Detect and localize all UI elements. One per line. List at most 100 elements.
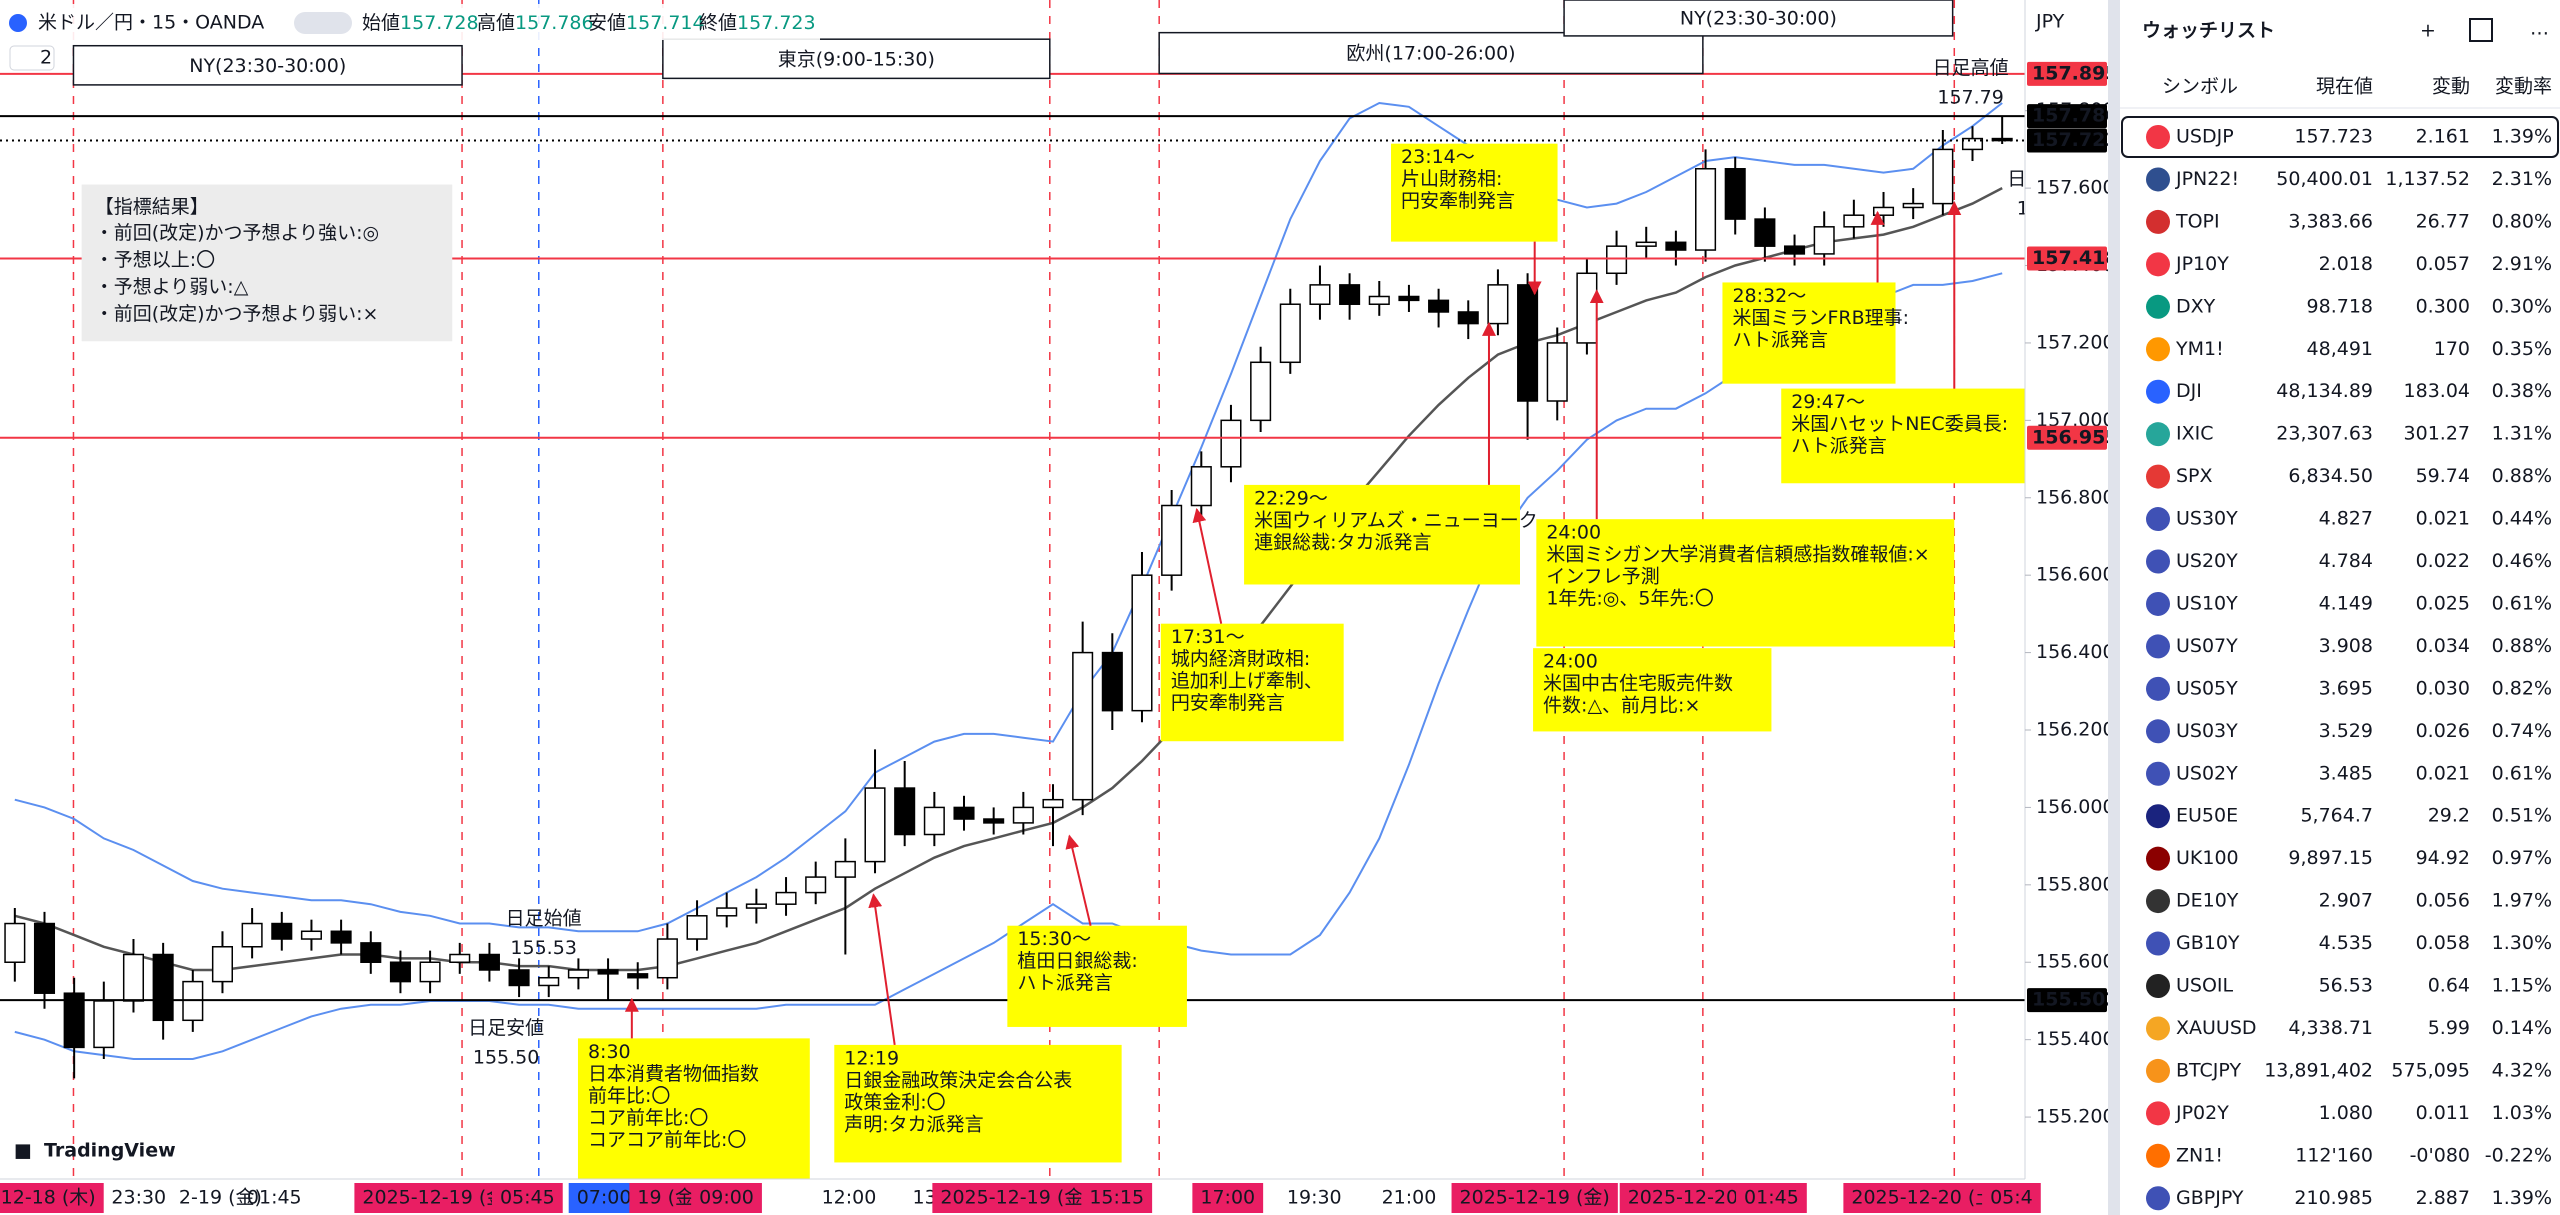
symbol-icon — [2146, 422, 2170, 447]
watchlist-cell: 0.058 — [2416, 932, 2470, 954]
column-header[interactable]: 変動率 — [2495, 76, 2552, 98]
time-label: 2025-12-20 (土) — [1851, 1187, 2001, 1209]
column-header[interactable]: 現在値 — [2316, 76, 2373, 98]
symbol-icon — [2146, 549, 2170, 574]
watchlist-cell[interactable]: ZN1! — [2176, 1144, 2223, 1166]
watchlist-cell[interactable]: UK100 — [2176, 847, 2239, 869]
symbol-flag — [9, 14, 27, 32]
symbol-icon — [2146, 1143, 2170, 1168]
candle-body — [1012, 806, 1034, 824]
more-icon[interactable]: … — [2530, 18, 2549, 40]
watchlist-cell: 4.827 — [2319, 508, 2373, 530]
watchlist-cell[interactable]: US03Y — [2176, 720, 2238, 742]
watchlist-cell: 94.92 — [2416, 847, 2470, 869]
annotation-box — [1536, 519, 1955, 647]
session-label: NY(23:30-30:00) — [1680, 7, 1837, 29]
annotation-text: 29:47～ — [1791, 391, 1865, 413]
candle-body — [1220, 419, 1242, 468]
watchlist-cell[interactable]: USDJP — [2176, 126, 2234, 148]
watchlist-cell[interactable]: US07Y — [2176, 635, 2238, 657]
watchlist-cell[interactable]: DXY — [2176, 295, 2216, 317]
time-label: 2025-12-19 (金) — [940, 1187, 1090, 1209]
candle-body — [1635, 241, 1657, 247]
watchlist-cell: 0.46% — [2492, 550, 2552, 572]
symbol-icon — [2146, 846, 2170, 871]
daily-mark-value: 155.50 — [473, 1046, 539, 1068]
watchlist-cell: 2.887 — [2416, 1187, 2470, 1209]
annotation-text: 24:00 — [1543, 651, 1598, 673]
annotation-text: 15:30～ — [1017, 928, 1091, 950]
watchlist-cell[interactable]: DJI — [2176, 380, 2202, 402]
watchlist-cell[interactable]: GB10Y — [2176, 932, 2240, 954]
watchlist-cell[interactable]: TOPI — [2175, 210, 2220, 232]
watchlist-cell: 50,400.01 — [2276, 168, 2373, 190]
time-label: 09:00 — [699, 1187, 754, 1209]
time-label-highlight — [691, 1183, 762, 1213]
watchlist-cell[interactable]: USOIL — [2176, 975, 2234, 997]
watchlist-cell: -0'080 — [2410, 1144, 2470, 1166]
watchlist-cell[interactable]: GBPJPY — [2176, 1187, 2244, 1209]
watchlist-cell[interactable]: BTCJPY — [2176, 1059, 2241, 1081]
column-header[interactable]: 変動 — [2432, 76, 2470, 98]
watchlist-cell[interactable]: JPN22! — [2175, 168, 2239, 190]
column-header[interactable]: シンボル — [2162, 76, 2238, 98]
legend-line: ・予想以上:〇 — [95, 249, 215, 271]
annotation-box — [1160, 623, 1344, 742]
watchlist-cell[interactable]: EU50E — [2176, 805, 2238, 827]
watchlist-cell: 0.80% — [2492, 210, 2552, 232]
watchlist-cell: 183.04 — [2404, 380, 2470, 402]
watchlist-cell[interactable]: US05Y — [2176, 677, 2238, 699]
watchlist-cell[interactable]: JP10Y — [2175, 253, 2229, 275]
row-selected — [2121, 116, 2559, 158]
watchlist-cell[interactable]: XAUUSD — [2176, 1017, 2257, 1039]
watchlist-cell[interactable]: SPX — [2176, 465, 2213, 487]
panel-divider — [2108, 0, 2120, 1215]
annotation-text: ハト派発言 — [1017, 972, 1113, 994]
interval-button[interactable] — [9, 45, 55, 71]
watchlist-cell: 0.026 — [2416, 720, 2470, 742]
time-label-highlight — [1081, 1183, 1153, 1213]
watchlist-cell[interactable]: JP02Y — [2175, 1102, 2229, 1124]
header-bg — [0, 4, 820, 40]
watchlist-cell: 0.97% — [2492, 847, 2552, 869]
price-label-bg — [2027, 61, 2107, 86]
overlay: NY(23:30-30:00) 東京(9:00-15:30) 欧州(17:00-26… — [0, 0, 2084, 1192]
watchlist-cell: 4.149 — [2319, 592, 2373, 614]
middle-band — [14, 186, 2003, 972]
add-icon[interactable]: + — [2420, 20, 2436, 42]
watchlist-cell: 3,383.66 — [2288, 210, 2373, 232]
watchlist-cell: 0.38% — [2492, 380, 2552, 402]
watchlist-cell: 4.784 — [2319, 550, 2373, 572]
watchlist-cell[interactable]: IXIC — [2176, 423, 2214, 445]
watchlist-cell: 1.31% — [2492, 423, 2552, 445]
watchlist-cell[interactable]: DE10Y — [2176, 890, 2239, 912]
price-label: 156.955 — [2032, 426, 2119, 448]
annotation-text: 声明:タカ派発言 — [844, 1113, 983, 1135]
watchlist-cell: 0.30% — [2492, 295, 2552, 317]
candle-body — [93, 1000, 115, 1049]
logo-mark: ■ — [14, 1140, 32, 1162]
price-label: 155.502 — [2032, 989, 2119, 1011]
watchlist-cell[interactable]: US20Y — [2176, 550, 2238, 572]
watchlist-cell[interactable]: US30Y — [2176, 508, 2238, 530]
symbol-icon — [2146, 889, 2170, 914]
watchlist-cell: 1.30% — [2492, 932, 2552, 954]
annotation-box — [1722, 282, 1896, 384]
annotation-box — [1391, 143, 1558, 242]
session-box — [662, 38, 1051, 80]
watchlist-cell: 0.022 — [2416, 550, 2470, 572]
watchlist-cell[interactable]: YM1! — [2175, 338, 2224, 360]
watchlist-cell[interactable]: US10Y — [2176, 592, 2238, 614]
annotation-box — [1781, 388, 2025, 484]
annotation-text: ハト派発言 — [1791, 435, 1887, 457]
watchlist-title[interactable]: ウォッチリスト — [2142, 20, 2275, 42]
annotation-text: 8:30 — [588, 1041, 631, 1063]
candle-body — [834, 860, 856, 878]
candle-body — [1072, 651, 1094, 801]
ohlc-label: 終値 — [699, 12, 737, 34]
watchlist-cell: 1.03% — [2492, 1102, 2552, 1124]
watchlist-cell[interactable]: US02Y — [2176, 762, 2238, 784]
candle-body — [1724, 168, 1746, 220]
layout-icon[interactable] — [2469, 18, 2493, 42]
candle-body — [953, 806, 975, 820]
